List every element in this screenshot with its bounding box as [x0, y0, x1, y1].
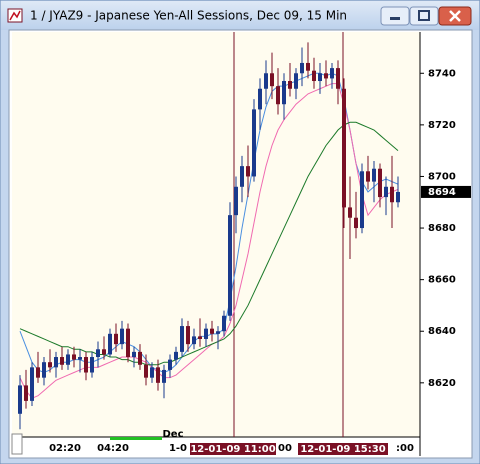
scroll-box[interactable]	[11, 433, 23, 455]
candle-body	[288, 81, 292, 89]
candle-body	[138, 351, 142, 365]
candle-body	[84, 357, 88, 373]
candle-body	[114, 333, 118, 345]
candle-body	[72, 354, 76, 360]
candle-body	[42, 362, 46, 378]
candle-body	[24, 385, 28, 401]
minimize-button[interactable]	[380, 6, 410, 26]
candle-body	[378, 168, 382, 198]
candle-body	[372, 168, 376, 182]
maximize-button[interactable]	[409, 6, 439, 26]
candle-body	[108, 333, 112, 355]
candle-body	[162, 369, 166, 383]
candle-body	[228, 215, 232, 316]
y-tick-label: 8740	[428, 68, 456, 79]
candle-body	[294, 73, 298, 89]
candle-body	[216, 331, 220, 334]
candle-body	[168, 359, 172, 370]
candle-body	[390, 186, 394, 203]
maximize-icon	[418, 10, 430, 21]
last-price-box	[421, 185, 471, 198]
y-tick-label: 8720	[428, 120, 456, 131]
candle-body	[78, 357, 82, 360]
candle-body	[174, 351, 178, 360]
candle-body	[198, 336, 202, 339]
range-marker	[110, 437, 162, 440]
x-tick-label: 12-01-09 15:30	[300, 444, 385, 455]
x-tick-label: 02:20	[49, 443, 81, 454]
candle-body	[384, 186, 388, 198]
candle-body	[18, 385, 22, 414]
y-tick-label: 8620	[428, 378, 456, 389]
window-buttons[interactable]	[380, 6, 472, 26]
minimize-icon	[390, 17, 400, 20]
candle-body	[120, 328, 124, 345]
y-tick-label: 8640	[428, 326, 456, 337]
candle-body	[90, 357, 94, 373]
moving-average-line	[19, 72, 399, 374]
candle-body	[258, 88, 262, 110]
x-tick-label: 04:20	[97, 443, 129, 454]
candle-body	[348, 207, 352, 218]
x-tick-label: 00	[278, 443, 292, 454]
candle-body	[336, 68, 340, 89]
candle-body	[186, 326, 190, 345]
y-tick-label: 8700	[428, 171, 456, 182]
candle-body	[54, 357, 58, 368]
candle-body	[102, 349, 106, 355]
x-tick-label: :00	[396, 443, 414, 454]
label-highlight	[190, 443, 276, 455]
candle-body	[282, 81, 286, 105]
label-highlight	[298, 443, 388, 455]
window-title: 1 / JYAZ9 - Japanese Yen-All Sessions, D…	[30, 9, 347, 23]
candle-body	[144, 364, 148, 378]
candle-body	[234, 186, 238, 216]
x-tick-label: Dec	[162, 429, 183, 440]
plot-area	[12, 32, 420, 437]
candle-body	[318, 73, 322, 82]
candle-body	[204, 328, 208, 339]
y-tick-label: 8680	[428, 223, 456, 234]
candle-body	[126, 328, 130, 358]
candle-body	[396, 191, 400, 203]
candle-body	[36, 367, 40, 378]
candle-body	[354, 217, 358, 229]
candle-body	[150, 367, 154, 378]
candle-body	[66, 354, 70, 365]
candle-body	[132, 351, 136, 358]
candle-body	[360, 171, 364, 229]
candle-body	[312, 70, 316, 82]
candle-body	[96, 349, 100, 358]
moving-average-line	[19, 121, 399, 366]
last-price-label: 8694	[428, 187, 456, 198]
candle-body	[156, 367, 160, 383]
close-icon	[449, 10, 461, 22]
candle-body	[48, 362, 52, 368]
candle-body	[210, 328, 214, 334]
candle-body	[240, 166, 244, 187]
candle-body	[342, 88, 346, 208]
candle-body	[300, 62, 304, 74]
candle-body	[306, 62, 310, 71]
candle-body	[222, 315, 226, 332]
window-icon-graph	[9, 10, 21, 21]
y-tick-label: 8660	[428, 275, 456, 286]
candle-body	[30, 367, 34, 401]
x-tick-label: 1-0	[169, 443, 187, 454]
candle-body	[252, 109, 256, 177]
candle-body	[270, 73, 274, 87]
candle-body	[180, 326, 184, 352]
moving-average-line	[19, 83, 399, 399]
candle-body	[324, 73, 328, 79]
x-tick-label: 12-01-09 11:00	[190, 444, 275, 455]
candle-body	[60, 357, 64, 365]
candle-body	[330, 68, 334, 79]
candle-body	[264, 73, 268, 89]
candle-body	[192, 336, 196, 345]
candle-body	[276, 86, 280, 105]
candle-body	[366, 171, 370, 182]
candle-body	[246, 166, 250, 177]
